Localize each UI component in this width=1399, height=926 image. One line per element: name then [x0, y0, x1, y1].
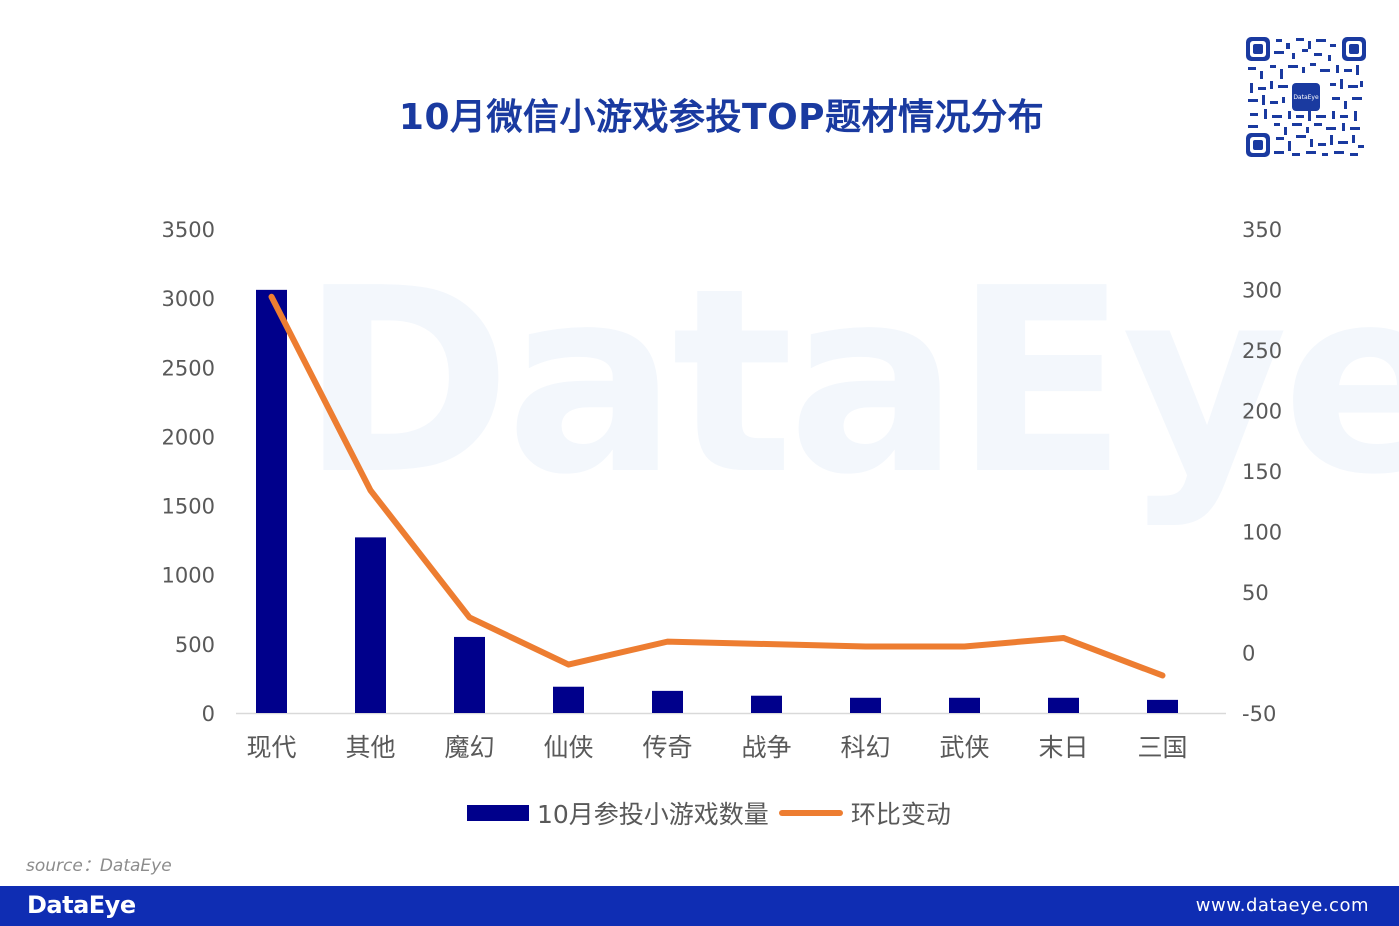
legend-line-swatch — [778, 810, 843, 816]
combo-chart: 0 500 1000 1500 2000 2500 3000 3500 -50 0 50 100 15… — [162, 218, 1283, 762]
category-labels: 现代 其他 魔幻 仙侠 传奇 战争 科幻 武侠 末日 三国 — [246, 733, 1187, 762]
qr-code-icon: DataEye — [1244, 35, 1368, 159]
footer-bar: DataEye www.dataeye.com — [0, 886, 1399, 926]
left-axis-tick: 500 — [175, 633, 215, 657]
bar — [1048, 697, 1079, 713]
legend-line-label: 环比变动 — [850, 800, 951, 829]
category-label: 武侠 — [939, 733, 989, 762]
right-axis-tick: 250 — [1242, 339, 1282, 363]
bar — [652, 690, 683, 713]
right-axis-tick: 200 — [1242, 400, 1282, 424]
right-axis-tick: 350 — [1242, 218, 1282, 242]
footer-logo: DataEye — [27, 891, 136, 919]
chart-title: 10月微信小游戏参投TOP题材情况分布 — [398, 97, 1045, 138]
right-axis-tick: 0 — [1242, 642, 1255, 666]
bar — [850, 697, 881, 713]
right-axis-tick: 50 — [1242, 581, 1269, 605]
category-label: 传奇 — [642, 733, 692, 762]
left-axis-tick: 3000 — [162, 287, 215, 311]
right-axis-tick: 100 — [1242, 521, 1282, 545]
svg-text:DataEye: DataEye — [1293, 94, 1319, 101]
category-label: 现代 — [246, 733, 296, 762]
right-axis-tick: 150 — [1242, 460, 1282, 484]
bar — [355, 537, 386, 713]
category-label: 仙侠 — [543, 733, 593, 762]
category-label: 战争 — [741, 733, 791, 762]
right-axis: -50 0 50 100 150 200 250 300 350 — [1242, 218, 1282, 726]
bar — [454, 636, 485, 713]
category-label: 三国 — [1137, 733, 1187, 762]
left-axis-tick: 0 — [202, 702, 215, 726]
legend-item-line: 环比变动 — [775, 795, 951, 831]
right-axis-tick: -50 — [1242, 702, 1276, 726]
category-label: 魔幻 — [444, 733, 494, 762]
legend: 10月参投小游戏数量 环比变动 — [467, 795, 951, 831]
left-axis-tick: 1500 — [162, 495, 215, 519]
category-label: 其他 — [345, 733, 395, 762]
left-axis-tick: 3500 — [162, 218, 215, 242]
bar — [949, 697, 980, 713]
bar — [256, 289, 287, 713]
bar — [751, 695, 782, 713]
legend-item-bar: 10月参投小游戏数量 — [467, 795, 769, 831]
left-axis-tick: 2000 — [162, 425, 215, 449]
left-axis-tick: 1000 — [162, 564, 215, 588]
source-note: source：DataEye — [26, 856, 172, 876]
legend-bar-swatch — [467, 805, 529, 821]
bar — [1147, 699, 1178, 713]
category-label: 末日 — [1038, 733, 1088, 762]
legend-bar-label: 10月参投小游戏数量 — [537, 800, 769, 829]
category-label: 科幻 — [840, 733, 890, 762]
footer-url[interactable]: www.dataeye.com — [1195, 895, 1369, 916]
left-axis: 0 500 1000 1500 2000 2500 3000 3500 — [162, 218, 215, 726]
line-series — [268, 293, 1166, 679]
bar — [553, 686, 584, 713]
left-axis-tick: 2500 — [162, 356, 215, 380]
bar-series — [256, 289, 1178, 713]
right-axis-tick: 300 — [1242, 279, 1282, 303]
